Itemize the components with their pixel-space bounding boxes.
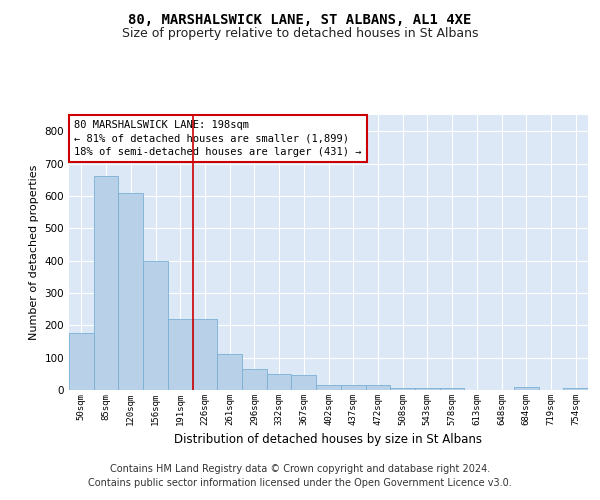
Bar bbox=[316, 384, 341, 390]
Bar bbox=[390, 388, 415, 390]
Bar bbox=[242, 369, 267, 390]
Bar bbox=[415, 388, 440, 390]
Bar bbox=[193, 320, 217, 390]
Text: Contains HM Land Registry data © Crown copyright and database right 2024.
Contai: Contains HM Land Registry data © Crown c… bbox=[88, 464, 512, 487]
X-axis label: Distribution of detached houses by size in St Albans: Distribution of detached houses by size … bbox=[175, 434, 482, 446]
Bar bbox=[440, 388, 464, 390]
Text: 80, MARSHALSWICK LANE, ST ALBANS, AL1 4XE: 80, MARSHALSWICK LANE, ST ALBANS, AL1 4X… bbox=[128, 12, 472, 26]
Bar bbox=[292, 376, 316, 390]
Bar bbox=[514, 388, 539, 390]
Bar bbox=[341, 385, 365, 390]
Bar bbox=[94, 176, 118, 390]
Bar bbox=[69, 334, 94, 390]
Text: 80 MARSHALSWICK LANE: 198sqm
← 81% of detached houses are smaller (1,899)
18% of: 80 MARSHALSWICK LANE: 198sqm ← 81% of de… bbox=[74, 120, 362, 157]
Y-axis label: Number of detached properties: Number of detached properties bbox=[29, 165, 39, 340]
Bar bbox=[365, 386, 390, 390]
Bar bbox=[118, 192, 143, 390]
Bar bbox=[563, 388, 588, 390]
Bar bbox=[267, 374, 292, 390]
Text: Size of property relative to detached houses in St Albans: Size of property relative to detached ho… bbox=[122, 28, 478, 40]
Bar bbox=[217, 354, 242, 390]
Bar bbox=[143, 260, 168, 390]
Bar bbox=[168, 320, 193, 390]
